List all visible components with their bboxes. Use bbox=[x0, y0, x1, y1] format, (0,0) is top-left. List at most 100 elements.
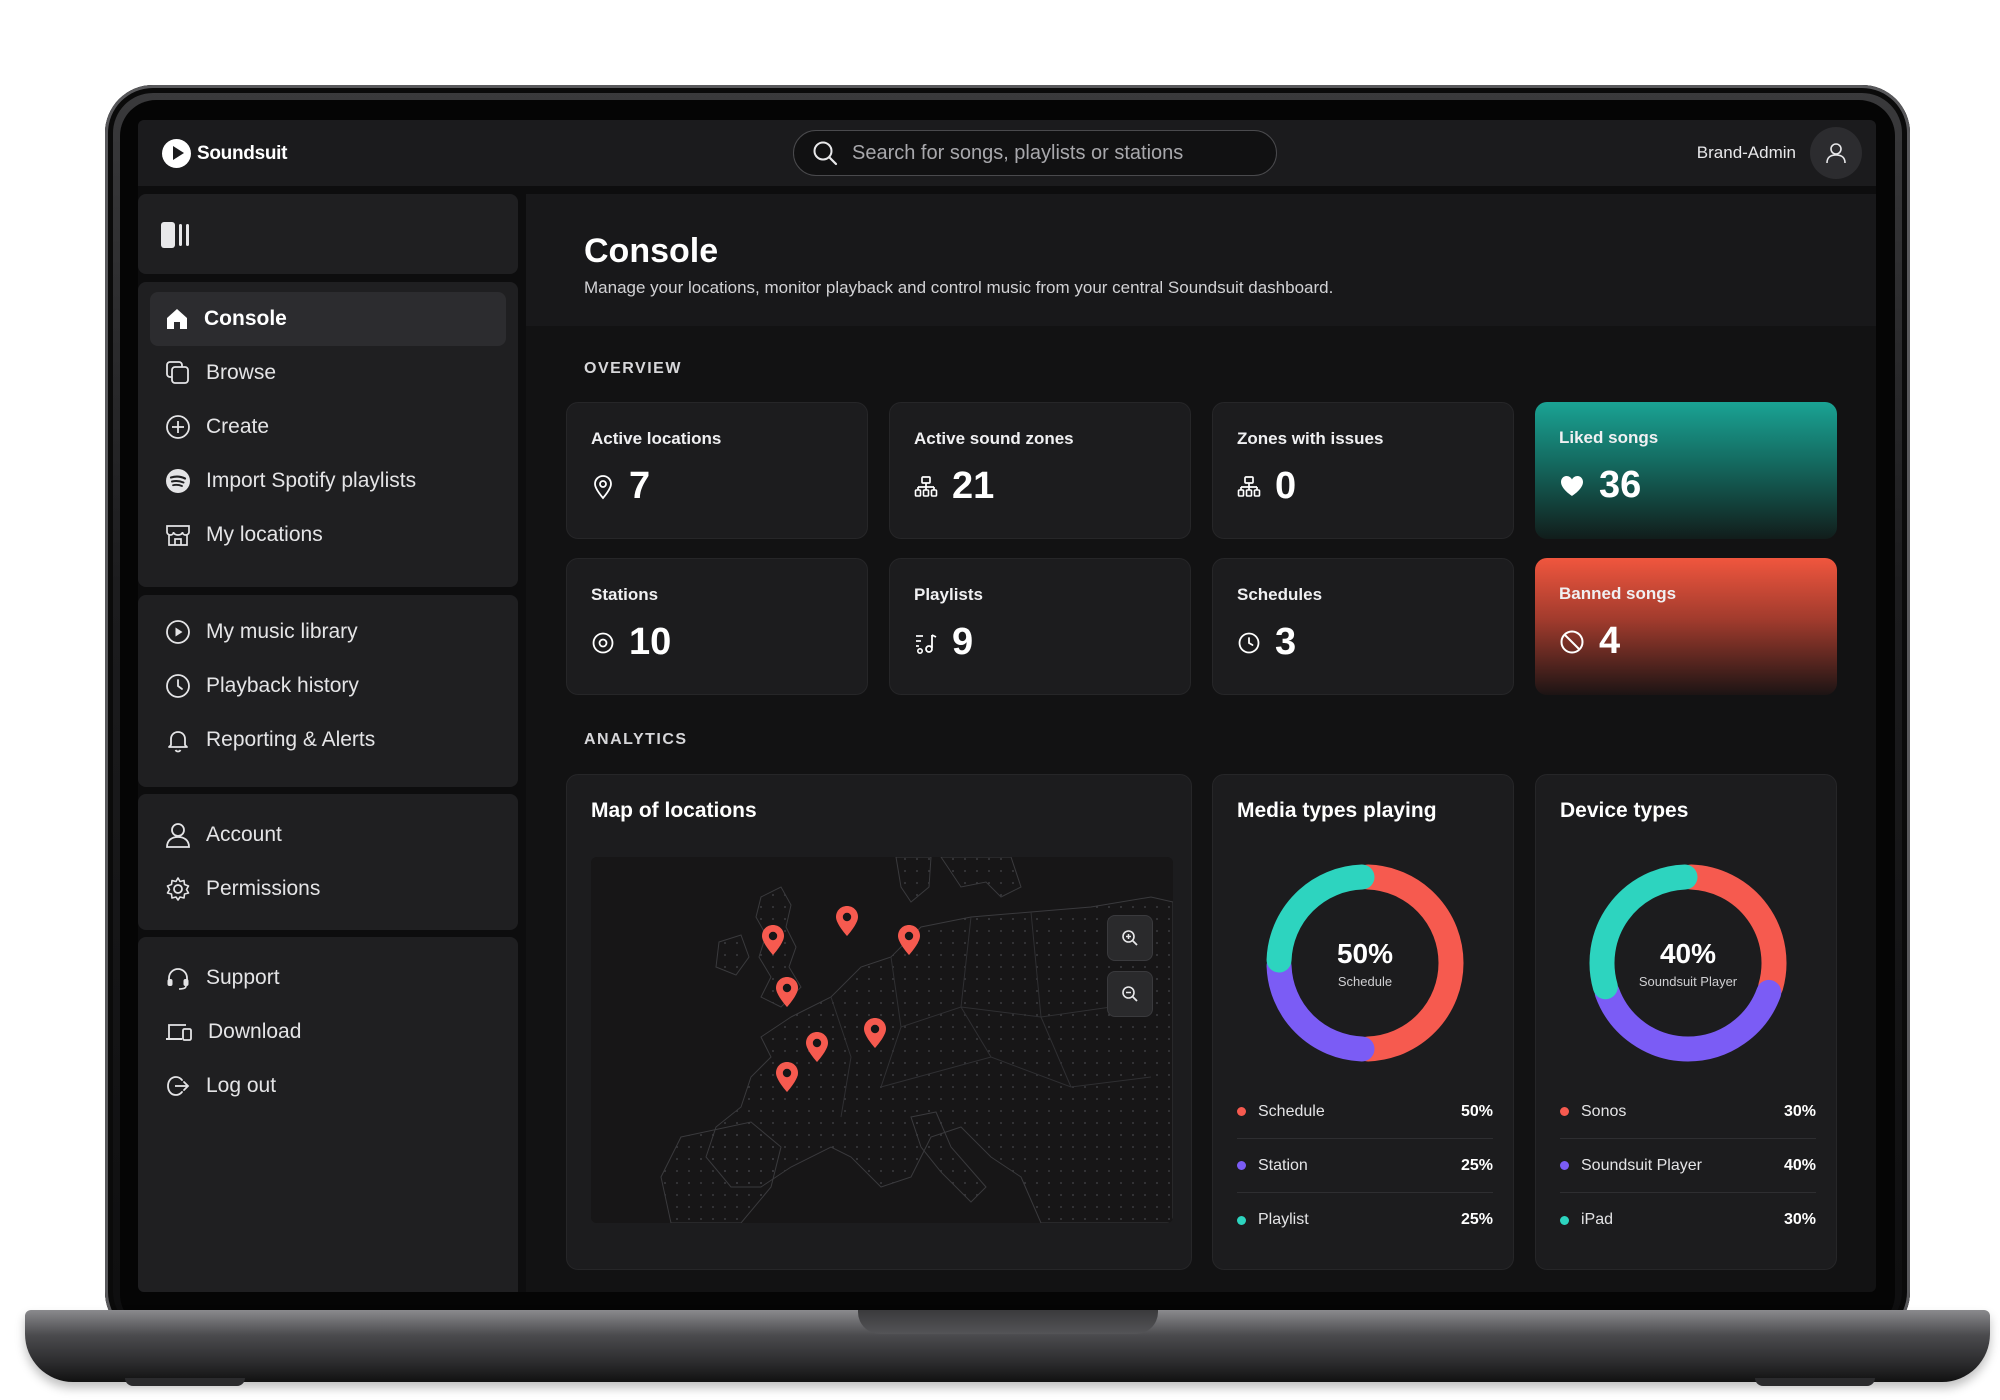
sidebar-item-create[interactable]: Create bbox=[150, 400, 506, 454]
search-bar[interactable] bbox=[793, 130, 1277, 176]
donut-segment-playlist[interactable] bbox=[1266, 864, 1375, 973]
stat-label: Stations bbox=[591, 585, 659, 604]
sidebar-item-permissions[interactable]: Permissions bbox=[150, 862, 506, 916]
sidebar-item-label: Permissions bbox=[206, 877, 321, 900]
stat-card-stations[interactable]: Stations 10 bbox=[566, 558, 868, 695]
donut-segment-soundsuit-player[interactable] bbox=[1594, 979, 1782, 1062]
sidebar-item-label: My music library bbox=[206, 620, 358, 643]
sidebar-group-library: My music library Playback history Report… bbox=[138, 595, 518, 787]
soundsuit-logo[interactable]: Soundsuit bbox=[162, 139, 287, 168]
legend-name: Sonos bbox=[1581, 1102, 1627, 1120]
legend-value: 30% bbox=[1783, 1102, 1816, 1120]
sidebar-item-browse[interactable]: Browse bbox=[150, 346, 506, 400]
stat-label: Active locations bbox=[591, 429, 722, 448]
location-marker-icon[interactable] bbox=[834, 905, 860, 937]
user-menu[interactable]: Brand-Admin bbox=[1697, 127, 1862, 179]
sidebar-collapse-panel bbox=[138, 194, 518, 274]
legend-value: 30% bbox=[1783, 1211, 1816, 1228]
stat-card-zones-with-issues[interactable]: Zones with issues 0 bbox=[1212, 402, 1514, 539]
legend-row: Station 25% bbox=[1237, 1139, 1493, 1193]
sidebar-item-download[interactable]: Download bbox=[150, 1005, 506, 1059]
location-marker-icon[interactable] bbox=[862, 1017, 888, 1049]
sidebar-item-account[interactable]: Account bbox=[150, 808, 506, 862]
search-input[interactable] bbox=[852, 141, 1252, 165]
legend-row: Soundsuit Player 40% bbox=[1560, 1139, 1816, 1193]
sidebar-item-playback-history[interactable]: Playback history bbox=[150, 659, 506, 713]
home-icon bbox=[167, 309, 187, 329]
sidebar-item-reporting-alerts[interactable]: Reporting & Alerts bbox=[150, 713, 506, 767]
sidebar-item-support[interactable]: Support bbox=[150, 951, 506, 1005]
stat-value: 36 bbox=[1599, 464, 1642, 506]
sidebar-item-music-library[interactable]: My music library bbox=[150, 605, 506, 659]
brand-name: Soundsuit bbox=[197, 142, 288, 164]
stat-value: 3 bbox=[1275, 621, 1297, 663]
locations-map[interactable] bbox=[591, 857, 1173, 1223]
sidebar-item-label: Account bbox=[206, 823, 282, 846]
main-content: Console Manage your locations, monitor p… bbox=[526, 194, 1876, 1292]
page-header: Console Manage your locations, monitor p… bbox=[526, 194, 1876, 326]
heart-icon bbox=[1561, 475, 1583, 496]
location-marker-icon[interactable] bbox=[774, 1061, 800, 1093]
map-panel: Map of locations bbox=[566, 774, 1192, 1270]
location-marker-icon[interactable] bbox=[896, 924, 922, 956]
sidebar-item-log-out[interactable]: Log out bbox=[150, 1059, 506, 1113]
donut-segment-station[interactable] bbox=[1266, 953, 1375, 1062]
legend-dot bbox=[1237, 1161, 1246, 1170]
location-marker-icon[interactable] bbox=[774, 976, 800, 1008]
media-types-legend: Schedule 50% Station 25% Playlist 25% bbox=[1237, 1085, 1493, 1247]
bell-icon bbox=[168, 731, 188, 753]
devices-icon bbox=[166, 1024, 192, 1041]
legend-row: Schedule 50% bbox=[1237, 1085, 1493, 1139]
soundsuit-logo-icon bbox=[162, 139, 191, 168]
stat-value: 10 bbox=[629, 621, 672, 663]
stat-card-liked-songs[interactable]: Liked songs 36 bbox=[1535, 402, 1837, 539]
legend-dot bbox=[1560, 1161, 1569, 1170]
zones-icon bbox=[1237, 475, 1261, 497]
sidebar-item-label: Import Spotify playlists bbox=[206, 469, 417, 492]
device-types-panel: Device types 40% Soundsuit Player Sonos 3… bbox=[1535, 774, 1837, 1270]
sidebar-group-support: Support Download Log out bbox=[138, 937, 518, 1292]
stat-card-banned-songs[interactable]: Banned songs 4 bbox=[1535, 558, 1837, 695]
avatar[interactable] bbox=[1810, 127, 1862, 179]
legend-row: iPad 30% bbox=[1560, 1193, 1816, 1247]
laptop-foot bbox=[125, 1378, 245, 1386]
stat-value: 4 bbox=[1599, 620, 1621, 662]
clock-icon bbox=[1238, 632, 1260, 653]
donut-segment-schedule[interactable] bbox=[1355, 864, 1464, 1062]
user-icon bbox=[166, 823, 190, 848]
stat-card-playlists[interactable]: Playlists 9 bbox=[889, 558, 1191, 695]
sidebar-item-label: Browse bbox=[206, 361, 277, 384]
clock-icon bbox=[166, 674, 190, 698]
sidebar-item-label: Create bbox=[206, 415, 270, 438]
location-marker-icon[interactable] bbox=[760, 924, 786, 956]
playlist-icon bbox=[916, 633, 937, 654]
stat-card-active-sound-zones[interactable]: Active sound zones 21 bbox=[889, 402, 1191, 539]
legend-value: 25% bbox=[1460, 1211, 1493, 1228]
sidebar-item-label: Reporting & Alerts bbox=[206, 728, 376, 751]
user-name: Brand-Admin bbox=[1696, 143, 1796, 162]
page-title: Console bbox=[584, 232, 719, 270]
sidebar-item-my-locations[interactable]: My locations bbox=[150, 508, 506, 562]
zoom-out-button[interactable] bbox=[1107, 971, 1153, 1017]
zoom-in-button[interactable] bbox=[1107, 915, 1153, 961]
device-types-donut: 40% Soundsuit Player bbox=[1588, 863, 1788, 1063]
donut-segment-sonos[interactable] bbox=[1678, 864, 1787, 1000]
legend-name: Playlist bbox=[1258, 1211, 1309, 1228]
stat-card-active-locations[interactable]: Active locations 7 bbox=[566, 402, 868, 539]
plus-circle-icon bbox=[166, 415, 190, 439]
donut-segment-ipad[interactable] bbox=[1589, 864, 1698, 1000]
legend-name: Station bbox=[1258, 1156, 1308, 1174]
zoom-in-icon bbox=[1122, 930, 1138, 946]
media-types-donut: 50% Schedule bbox=[1265, 863, 1465, 1063]
stat-label: Zones with issues bbox=[1237, 429, 1384, 448]
analytics-label: ANALYTICS bbox=[584, 731, 688, 748]
sidebar-item-import-spotify[interactable]: Import Spotify playlists bbox=[150, 454, 506, 508]
sidebar-item-console[interactable]: Console bbox=[150, 292, 506, 346]
sidebar-toggle-icon[interactable] bbox=[160, 220, 192, 250]
stat-card-schedules[interactable]: Schedules 3 bbox=[1212, 558, 1514, 695]
location-marker-icon[interactable] bbox=[804, 1031, 830, 1063]
ban-icon bbox=[1560, 630, 1584, 653]
zones-icon bbox=[914, 475, 938, 497]
legend-name: Schedule bbox=[1258, 1102, 1325, 1120]
